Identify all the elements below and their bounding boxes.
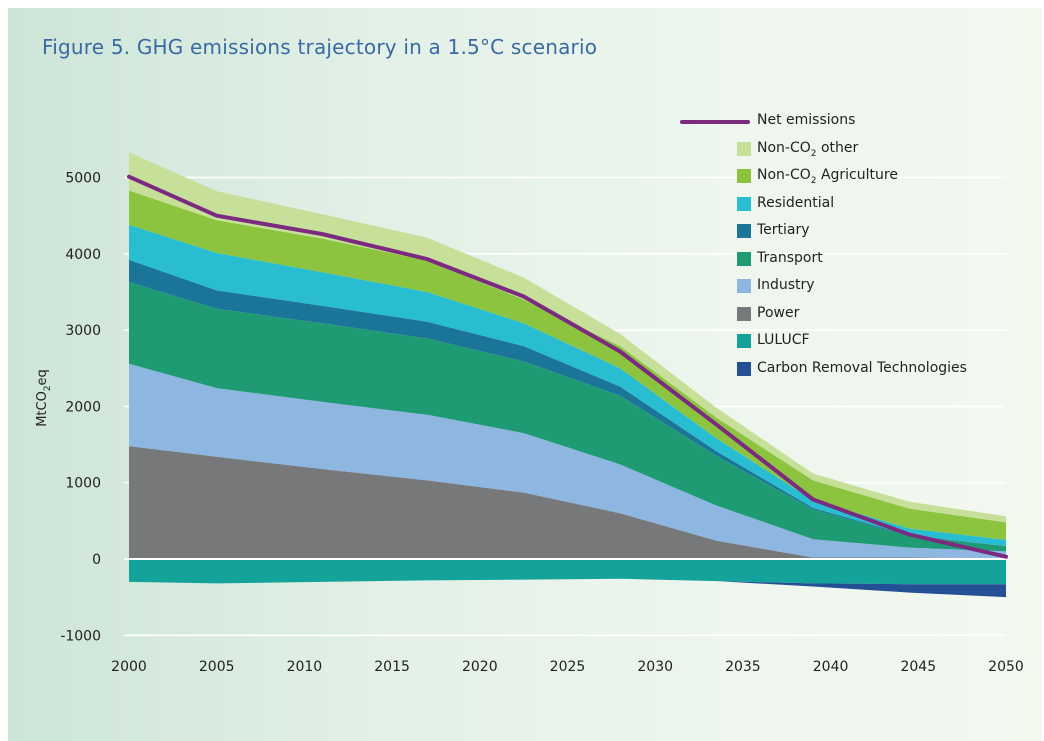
y-tick-label: 0: [92, 552, 101, 568]
figure-title: Figure 5. GHG emissions trajectory in a …: [42, 35, 598, 59]
x-tick-label: 2015: [374, 659, 410, 675]
legend-color-swatch: [737, 306, 751, 321]
area-transport: [129, 282, 1006, 552]
y-tick-label: 2000: [65, 399, 101, 415]
legend-label: LULUCF: [757, 332, 810, 348]
legend-label: Transport: [757, 249, 823, 266]
legend-color-swatch: [737, 279, 751, 293]
y-tick-label: 3000: [65, 323, 101, 339]
legend-color-swatch: [737, 196, 751, 211]
area-non-co-agriculture: [129, 190, 1006, 540]
x-tick-label: 2025: [550, 659, 586, 675]
x-tick-label: 2045: [900, 659, 936, 675]
x-tick-label: 2050: [988, 659, 1024, 675]
legend-label: Carbon Removal Technologies: [757, 359, 967, 376]
x-tick-label: 2005: [199, 659, 235, 675]
y-tick-label: -1000: [60, 628, 101, 644]
net-emissions-line: [127, 174, 1008, 559]
x-tick-label: 2010: [287, 659, 323, 675]
legend-label: Power: [757, 304, 800, 321]
legend-label: Net emissions: [757, 112, 856, 128]
x-tick-label: 2000: [111, 659, 147, 675]
legend-color-swatch: [737, 334, 751, 348]
y-axis-label-main: MtCO: [35, 391, 51, 427]
legend-color-swatch: [737, 141, 751, 156]
y-tick-label: 4000: [65, 247, 101, 263]
legend-label: Non-CO2 Agriculture: [757, 167, 898, 186]
legend-line-swatch: [680, 120, 750, 124]
y-tick-label: 1000: [65, 476, 101, 492]
area-lulucf: [129, 559, 1006, 585]
area-residential: [129, 224, 1006, 547]
net-emissions-line-group: [127, 174, 1008, 559]
x-tick-label: 2020: [462, 659, 498, 675]
x-tick-label: 2030: [637, 659, 673, 675]
legend-color-swatch: [737, 361, 751, 376]
y-axis-label-tail: eq: [35, 369, 51, 386]
legend-color-swatch: [737, 251, 751, 266]
legend-label: Non-CO2 other: [757, 139, 859, 159]
legend-label: Industry: [757, 277, 815, 293]
area-industry: [129, 363, 1006, 559]
x-tick-label: 2040: [813, 659, 849, 675]
area-power: [129, 446, 1006, 559]
legend-color-swatch: [737, 169, 751, 183]
legend-label: Residential: [757, 194, 835, 211]
y-tick-label: 5000: [65, 171, 101, 187]
area-layers: [124, 152, 1006, 598]
legend-color-swatch: [737, 224, 751, 238]
area-carbon-removal-technologies: [129, 578, 1006, 598]
y-axis-label-sub: 2: [42, 385, 53, 392]
legend-label: Tertiary: [757, 222, 810, 238]
x-tick-labels: 2000 2005 2010 2015 2020 2025 2030 2035 2040 2045…: [111, 659, 1024, 675]
x-tick-label: 2035: [725, 659, 761, 675]
y-axis-label: MtCO2eq: [35, 369, 53, 427]
y-tick-labels: -1000 0 1000 2000 3000 4000 5000: [60, 171, 101, 645]
